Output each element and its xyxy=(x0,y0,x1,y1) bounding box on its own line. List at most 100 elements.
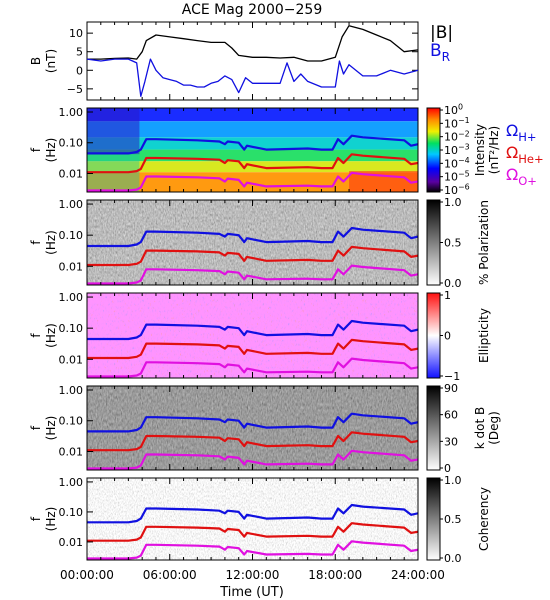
heatmap-ellipticity xyxy=(87,293,418,378)
colorbar-title: k dot B xyxy=(473,407,487,449)
y-axis-title: f xyxy=(29,147,43,152)
gyro-line-h xyxy=(87,503,418,524)
plot-frame xyxy=(86,21,419,101)
y-tick-label: 1.00 xyxy=(59,106,84,119)
y-axis-title: f xyxy=(29,333,43,338)
legend-omega-h: ΩH+ xyxy=(506,121,537,144)
y-axis-unit: (Hz) xyxy=(44,507,58,532)
y-tick-label: 0.10 xyxy=(59,137,84,150)
colorbar-tick-label: 0.0 xyxy=(444,552,462,565)
colorbar-tick-label: 10−2 xyxy=(444,129,470,143)
panel-polarization: 1.00 0.10 0.01 f (Hz) 1.0 0.5 0.0 % Polarization xyxy=(29,196,491,290)
colorbar-tick-label: 30 xyxy=(444,435,458,448)
y-tick-label: 0.10 xyxy=(59,229,84,242)
intensity-band xyxy=(87,161,418,173)
x-axis-tick-labels: 00:00:00 06:00:00 12:00:00 18:00:00 24:00:00 xyxy=(60,568,445,582)
gyro-line-o xyxy=(87,357,418,378)
gyro-line-h xyxy=(87,226,418,248)
colorbar-title: Ellipticity xyxy=(477,308,491,363)
y-axis-title: f xyxy=(29,240,43,245)
y-axis-unit: (Hz) xyxy=(44,138,58,163)
colorbar xyxy=(426,385,441,471)
x-tick-label: 18:00:00 xyxy=(308,568,362,582)
y-axis-unit: (Hz) xyxy=(44,230,58,255)
y-tick-label: 10 xyxy=(69,27,83,40)
y-tick-label: −5 xyxy=(67,83,83,96)
y-tick-label: 1.00 xyxy=(59,291,84,304)
heatmap-texture xyxy=(87,478,418,560)
colorbar-tick-label: 0.5 xyxy=(444,237,462,250)
colorbar-tick-label: 10−3 xyxy=(444,143,470,157)
chart-title: ACE Mag 2000−259 xyxy=(182,2,322,18)
colorbar-tick-label: 10−4 xyxy=(444,156,470,170)
y-tick-label: 0.01 xyxy=(59,353,84,366)
y-tick-label: 1.00 xyxy=(59,384,84,397)
gyro-line-he xyxy=(87,338,418,360)
panel-coherency: 1.00 0.10 0.01 f (Hz) 1.0 0.5 0.0 Coherency xyxy=(29,474,491,565)
colorbar-title: % Polarization xyxy=(477,200,491,285)
y-tick-label: 0.01 xyxy=(59,260,84,273)
x-tick-label: 24:00:00 xyxy=(391,568,445,582)
colorbar-tick-label: 60 xyxy=(444,409,458,422)
colorbar xyxy=(426,292,441,379)
heatmap-kdotb xyxy=(87,386,418,470)
y-axis-title: f xyxy=(29,425,43,430)
colorbar-tick-label: 0.5 xyxy=(444,513,462,526)
heatmap-texture xyxy=(87,200,418,285)
y-axis-title: B xyxy=(29,57,43,65)
gyro-line-h xyxy=(87,412,418,433)
gyro-line-he xyxy=(87,431,418,452)
heatmap-coherency xyxy=(87,478,418,560)
x-tick-label: 12:00:00 xyxy=(226,568,280,582)
colorbar-tick-label: 0 xyxy=(444,330,451,343)
y-tick-label: 0.10 xyxy=(59,322,84,335)
intensity-band xyxy=(87,121,418,138)
heatmap-intensity xyxy=(87,108,418,192)
y-tick-label: 0.10 xyxy=(59,415,84,428)
colorbar-tick-label: 0.0 xyxy=(444,277,462,290)
legend-omega-he: ΩHe+ xyxy=(506,143,544,166)
y-tick-label: 5 xyxy=(76,46,83,59)
panel-kdotb: 1.00 0.10 0.01 f (Hz) 90 60 30 0 k dot B (Deg) xyxy=(29,382,501,475)
gyro-line-h xyxy=(87,134,418,155)
legend-omega-o: ΩO+ xyxy=(506,165,537,188)
y-tick-label: 0.01 xyxy=(59,445,84,458)
colorbar-unit: (Deg) xyxy=(487,411,501,445)
colorbar-tick-label: 10−1 xyxy=(444,116,470,130)
series-line-b-r xyxy=(86,58,419,97)
y-tick-label: 0.01 xyxy=(59,167,84,180)
y-axis-unit: (nT) xyxy=(44,49,58,73)
gyro-line-h xyxy=(87,319,418,341)
panel-intensity: 1.00 0.10 0.01 f (Hz) 10010−110−210−310−410−5… xyxy=(29,103,544,197)
colorbar xyxy=(426,477,441,561)
colorbar-tick-label: 1.0 xyxy=(444,474,462,487)
x-tick-label: 06:00:00 xyxy=(143,568,197,582)
gyro-line-o xyxy=(87,449,418,470)
colorbar-tick-label: 90 xyxy=(444,382,458,395)
gyro-line-he xyxy=(87,245,418,267)
legend-b-magnitude: |B| xyxy=(430,23,453,43)
colorbar-tick-label: 0 xyxy=(444,462,451,475)
panel-bfield: 10 5 0 −5 B (nT) |B|BR xyxy=(29,21,453,101)
colorbar-tick-label: 10−5 xyxy=(444,169,470,183)
intensity-band xyxy=(87,149,418,162)
y-tick-label: 1.00 xyxy=(59,198,84,211)
y-tick-label: 0.01 xyxy=(59,536,84,549)
colorbar-title: Coherency xyxy=(477,487,491,551)
y-axis-unit: (Hz) xyxy=(44,323,58,348)
legend-b-r: BR xyxy=(430,41,451,64)
x-axis-title: Time (UT) xyxy=(219,585,284,600)
colorbar xyxy=(426,199,441,286)
colorbar-tick-label: 1.0 xyxy=(444,196,462,209)
series-line-b-magnitude xyxy=(87,25,419,62)
gyro-line-he xyxy=(87,153,418,174)
x-tick-label: 00:00:00 xyxy=(60,568,114,582)
y-tick-label: 0.10 xyxy=(59,506,84,519)
gyro-line-o xyxy=(87,540,418,560)
y-axis-title: f xyxy=(29,516,43,521)
gyro-line-o xyxy=(87,171,418,192)
y-tick-label: 0 xyxy=(76,64,83,77)
intensity-quiet xyxy=(87,108,140,155)
